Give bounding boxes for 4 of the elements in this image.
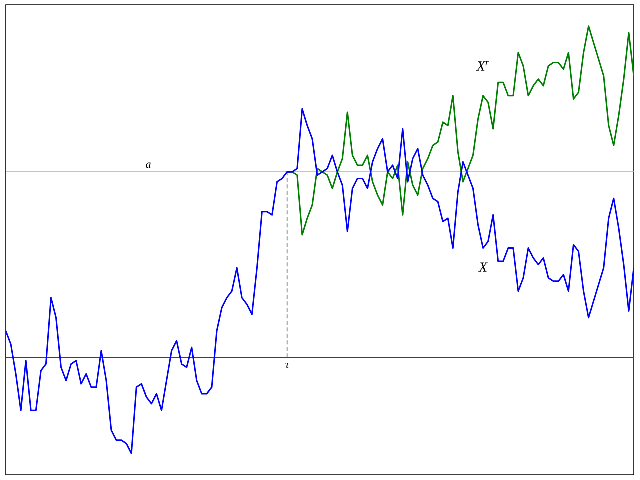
ref-line-label: a — [146, 162, 151, 168]
annotation: τ — [286, 363, 290, 368]
series-label: X$^{r}$ — [476, 61, 490, 71]
series-label: X — [478, 262, 488, 272]
